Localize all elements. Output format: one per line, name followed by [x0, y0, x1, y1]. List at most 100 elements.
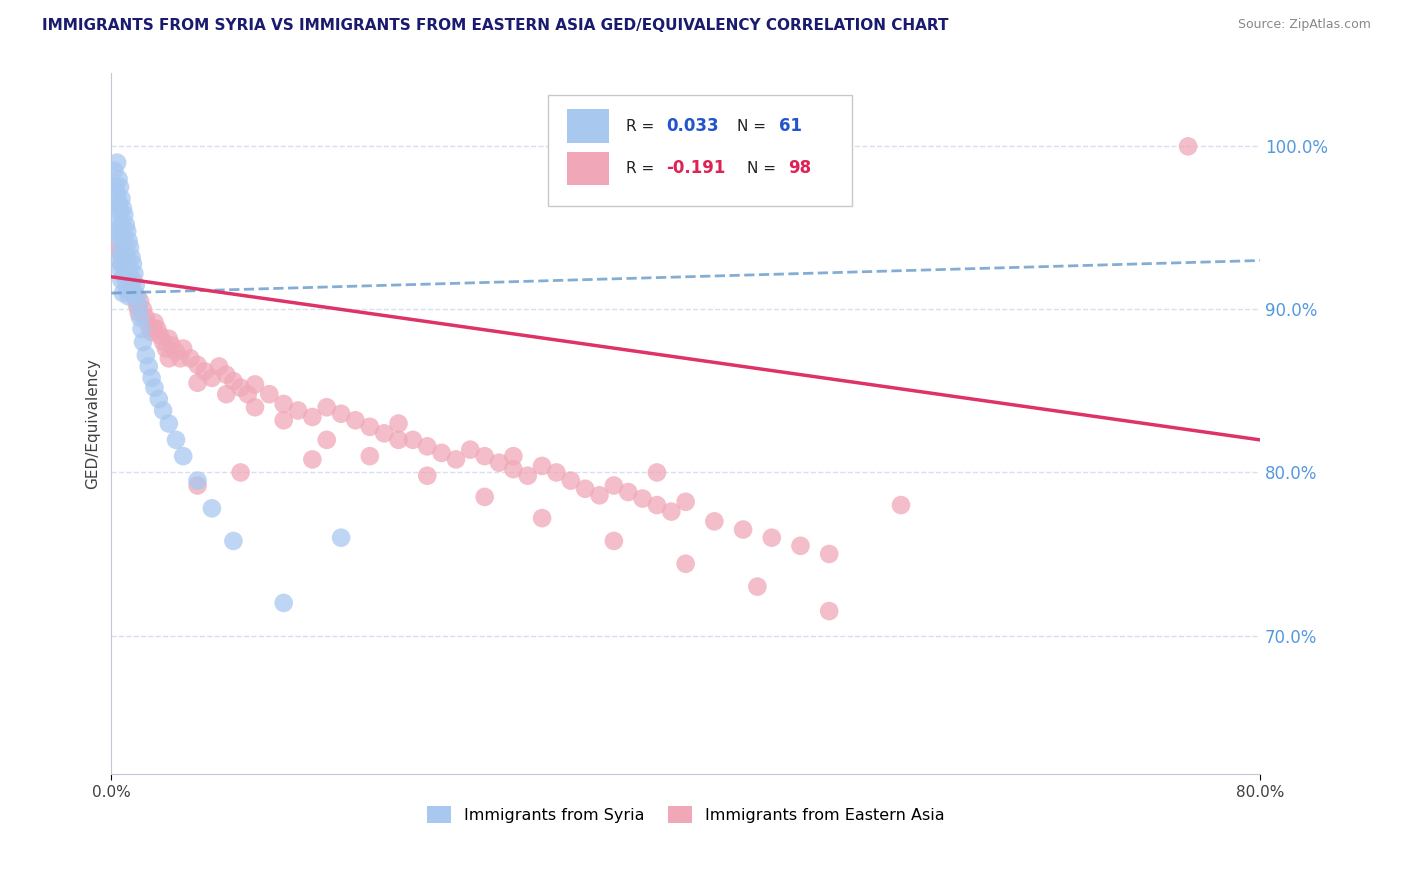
Text: R =: R =	[626, 119, 659, 134]
Bar	[568, 110, 609, 143]
Point	[531, 458, 554, 473]
Point	[259, 387, 281, 401]
Point	[114, 273, 136, 287]
Point	[818, 547, 841, 561]
Point	[330, 407, 353, 421]
Point	[194, 364, 217, 378]
Point	[115, 224, 138, 238]
Text: 98: 98	[787, 160, 811, 178]
Point	[160, 338, 183, 352]
Point	[114, 218, 136, 232]
Point	[127, 289, 149, 303]
Point	[631, 491, 654, 506]
Point	[108, 204, 131, 219]
Point	[111, 202, 134, 216]
Point	[179, 351, 201, 366]
Point	[359, 419, 381, 434]
Point	[127, 299, 149, 313]
Point	[132, 302, 155, 317]
Point	[172, 342, 194, 356]
Point	[402, 433, 425, 447]
Point	[588, 488, 610, 502]
Point	[110, 273, 132, 287]
Point	[416, 468, 439, 483]
Point	[703, 515, 725, 529]
Bar	[568, 152, 609, 186]
Point	[107, 172, 129, 186]
Point	[201, 501, 224, 516]
Point	[169, 351, 191, 366]
Point	[120, 277, 142, 291]
Point	[531, 511, 554, 525]
Point	[560, 474, 582, 488]
Point	[215, 387, 238, 401]
Point	[138, 318, 160, 333]
Point	[125, 277, 148, 292]
Point	[135, 348, 157, 362]
Point	[444, 452, 467, 467]
Point	[359, 449, 381, 463]
Point	[112, 208, 135, 222]
Point	[104, 180, 127, 194]
Point	[107, 224, 129, 238]
Point	[617, 485, 640, 500]
Point	[117, 261, 139, 276]
Point	[122, 257, 145, 271]
Point	[146, 322, 169, 336]
Point	[110, 245, 132, 260]
Point	[474, 449, 496, 463]
Point	[229, 466, 252, 480]
Point	[574, 482, 596, 496]
Point	[108, 234, 131, 248]
Point	[187, 358, 209, 372]
Point	[111, 257, 134, 271]
Point	[108, 261, 131, 276]
Point	[125, 293, 148, 307]
Point	[675, 557, 697, 571]
Point	[157, 351, 180, 366]
Point	[488, 456, 510, 470]
Point	[110, 192, 132, 206]
Point	[111, 250, 134, 264]
Point	[121, 283, 143, 297]
Point	[143, 322, 166, 336]
Point	[315, 433, 337, 447]
Point	[301, 452, 323, 467]
Point	[120, 240, 142, 254]
Point	[103, 163, 125, 178]
Point	[107, 196, 129, 211]
Point	[187, 474, 209, 488]
Point	[890, 498, 912, 512]
Point	[122, 286, 145, 301]
Point	[675, 495, 697, 509]
Point	[128, 299, 150, 313]
Point	[516, 468, 538, 483]
Point	[201, 371, 224, 385]
Text: N =: N =	[747, 161, 780, 176]
Point	[111, 286, 134, 301]
Point	[111, 229, 134, 244]
Point	[135, 310, 157, 325]
Point	[149, 328, 172, 343]
Point	[645, 466, 668, 480]
Text: 61: 61	[779, 117, 801, 136]
Point	[458, 442, 481, 457]
Point	[115, 283, 138, 297]
Point	[152, 334, 174, 349]
Point	[659, 505, 682, 519]
Point	[430, 446, 453, 460]
Point	[165, 433, 187, 447]
Point	[129, 294, 152, 309]
Point	[110, 257, 132, 271]
Text: 0.033: 0.033	[666, 117, 718, 136]
Point	[132, 334, 155, 349]
Point	[131, 322, 153, 336]
Point	[222, 533, 245, 548]
Point	[603, 478, 626, 492]
Point	[157, 417, 180, 431]
Point	[124, 267, 146, 281]
Point	[344, 413, 367, 427]
Point	[222, 374, 245, 388]
Point	[373, 426, 395, 441]
Point	[761, 531, 783, 545]
